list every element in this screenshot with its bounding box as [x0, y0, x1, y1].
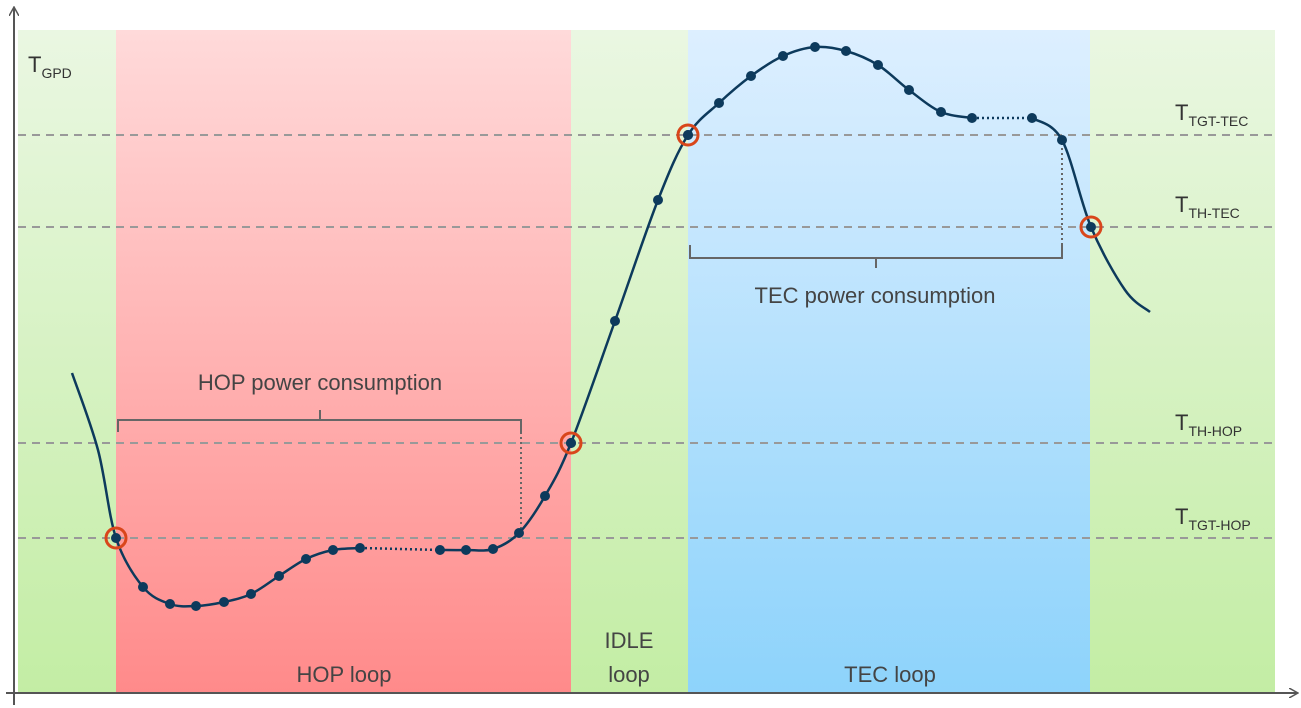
sample-dot: [111, 533, 121, 543]
sample-dot: [746, 71, 756, 81]
sample-dot: [653, 195, 663, 205]
label-main: T: [1175, 504, 1188, 529]
sample-dot: [936, 107, 946, 117]
sample-dot: [461, 545, 471, 555]
crossing-marker: [104, 526, 128, 550]
sample-dot: [514, 528, 524, 538]
sample-dot: [246, 589, 256, 599]
region-green: [1090, 30, 1275, 694]
hop-power-label: HOP power consumption: [198, 370, 442, 395]
sample-dot: [191, 601, 201, 611]
sample-dot: [873, 60, 883, 70]
tec-power-label: TEC power consumption: [755, 283, 996, 308]
bracket-dotted: [520, 140, 1063, 533]
crossing-marker: [676, 123, 700, 147]
sample-dot: [435, 545, 445, 555]
label-main: T: [1175, 410, 1188, 435]
threshold-label: TTGT-HOP: [1175, 504, 1251, 533]
region-idle: [571, 30, 688, 694]
threshold-label: TTGT-TEC: [1175, 100, 1248, 129]
sample-dot: [355, 543, 365, 553]
sample-dot: [488, 544, 498, 554]
label-main: T: [1175, 192, 1188, 217]
sample-dot: [778, 51, 788, 61]
crossing-marker: [1079, 215, 1103, 239]
sample-dot: [566, 438, 576, 448]
sample-dot: [540, 491, 550, 501]
sample-dot: [274, 571, 284, 581]
axis-label: TGPD: [28, 52, 72, 81]
label-sub: TGT-TEC: [1188, 113, 1248, 129]
sample-dot: [1057, 135, 1067, 145]
sample-dot: [1027, 113, 1037, 123]
threshold-label: TTH-TEC: [1175, 192, 1240, 221]
sample-dot: [165, 599, 175, 609]
label-sub: TH-HOP: [1188, 423, 1242, 439]
sample-dot: [967, 113, 977, 123]
sample-dot: [714, 98, 724, 108]
sample-dot: [610, 316, 620, 326]
curve-dotted: [359, 546, 441, 552]
sample-dot: [219, 597, 229, 607]
sample-dot: [138, 582, 148, 592]
label-main: T: [28, 52, 41, 77]
hop-loop-label: HOP loop: [297, 662, 392, 687]
crossing-marker: [559, 431, 583, 455]
label-main: T: [1175, 100, 1188, 125]
threshold-label: TTH-HOP: [1175, 410, 1242, 439]
region-green: [18, 30, 116, 694]
label-sub: GPD: [41, 65, 71, 81]
sample-dot: [328, 545, 338, 555]
idle-label: loop: [608, 662, 650, 687]
sample-dot: [904, 85, 914, 95]
label-sub: TGT-HOP: [1188, 517, 1250, 533]
sample-dot: [683, 130, 693, 140]
sample-dot: [1086, 222, 1096, 232]
region-hop: [116, 30, 571, 694]
region-tec: [688, 30, 1090, 694]
sample-dot: [841, 46, 851, 56]
idle-label: IDLE: [605, 628, 654, 653]
brackets: [117, 245, 1063, 432]
sample-dot: [301, 554, 311, 564]
sample-dot: [810, 42, 820, 52]
tec-loop-label: TEC loop: [844, 662, 936, 687]
label-sub: TH-TEC: [1188, 205, 1239, 221]
curve: [70, 42, 1151, 611]
